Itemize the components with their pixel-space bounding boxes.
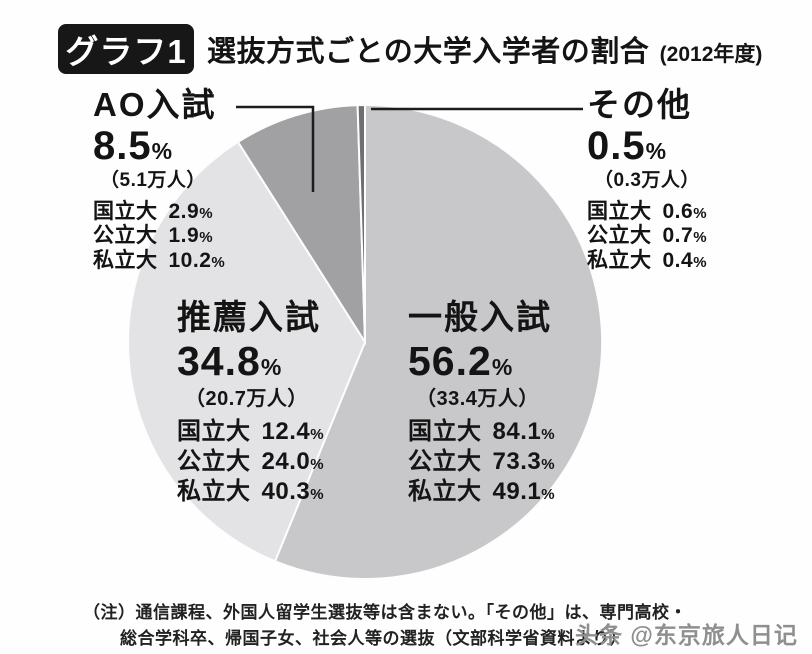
percent-sign: %: [541, 425, 556, 443]
label-group-ippan: 一般入試 56.2% （33.4万人） 国立大 84.1% 公立大 73.3% 私立…: [408, 299, 555, 507]
breakdown-row: 公立大 1.9%: [93, 224, 225, 249]
pie-slice-ao: [236, 104, 367, 346]
watermark-text: 头条 @东京旅人日记: [575, 622, 798, 648]
breakdown-value: 84.1: [492, 417, 542, 445]
breakdown-row: 公立大 0.7%: [587, 224, 707, 249]
slice-percent: 8.5%: [93, 123, 225, 169]
percent-sign: %: [260, 354, 283, 381]
pie-slice-suisen: [127, 140, 367, 563]
slice-percent: 56.2%: [408, 337, 555, 386]
breakdown-label: 公立大: [408, 447, 482, 475]
slice-people-count: （0.3万人）: [594, 169, 700, 191]
breakdown-row: 国立大 0.6%: [587, 200, 707, 225]
breakdown-label: 公立大: [177, 447, 251, 475]
slice-people-count: （5.1万人）: [100, 169, 206, 191]
header: グラフ1 選抜方式ごとの大学入学者の割合 (2012年度): [0, 0, 812, 86]
percent-sign: %: [310, 455, 325, 473]
percent-sign: %: [693, 229, 708, 247]
percent-sign: %: [199, 229, 214, 247]
breakdown-label: 私立大: [587, 248, 652, 272]
percent-sign: %: [310, 425, 325, 443]
breakdown-value: 0.7: [662, 224, 694, 248]
slice-percent-value: 8.5: [93, 123, 152, 168]
percent-sign: %: [310, 485, 325, 503]
breakdown-label: 私立大: [177, 477, 251, 505]
slice-name: 一般入試: [408, 299, 552, 337]
breakdown-value: 73.3: [492, 447, 542, 475]
breakdown-value: 12.4: [261, 417, 311, 445]
percent-sign: %: [541, 455, 556, 473]
breakdown-value: 49.1: [492, 477, 542, 505]
footnote-line-2: 総合学科卒、帰国子女、社会人等の選抜（文部科学省資料より）: [120, 629, 628, 648]
slice-percent-value: 34.8: [177, 338, 261, 385]
breakdown-row: 国立大 12.4%: [177, 417, 324, 447]
breakdown-value: 24.0: [261, 447, 311, 475]
percent-sign: %: [541, 485, 556, 503]
slice-percent: 0.5%: [587, 123, 707, 169]
percent-sign: %: [645, 137, 668, 164]
footnote-line-1: （注）通信課程、外国人留学生選抜等は含まない。「その他」は、専門高校・: [83, 603, 687, 622]
ao-leader-line: [236, 105, 315, 192]
chart-title-text: 選抜方式ごとの大学入学者の割合: [207, 36, 650, 68]
breakdown-label: 公立大: [93, 224, 158, 248]
slice-people-count: （20.7万人）: [185, 387, 308, 410]
percent-sign: %: [199, 204, 214, 222]
breakdown-row: 国立大 84.1%: [408, 417, 555, 447]
label-group-ao: AO入試 8.5% （5.1万人） 国立大 2.9% 公立大 1.9% 私立大 10.…: [93, 86, 225, 274]
percent-sign: %: [491, 354, 514, 381]
slice-name: その他: [587, 86, 692, 123]
breakdown-value: 1.9: [168, 224, 200, 248]
percent-sign: %: [151, 137, 174, 164]
breakdown-label: 国立大: [408, 417, 482, 445]
breakdown-row: 公立大 24.0%: [177, 447, 324, 477]
percent-sign: %: [693, 253, 708, 271]
slice-percent-value: 0.5: [587, 123, 646, 168]
breakdown-label: 公立大: [587, 224, 652, 248]
chart-title: 選抜方式ごとの大学入学者の割合 (2012年度): [207, 28, 762, 70]
breakdown-value: 0.6: [662, 199, 694, 223]
breakdown-row: 私立大 49.1%: [408, 477, 555, 507]
percent-sign: %: [211, 253, 226, 271]
breakdown-value: 10.2: [168, 248, 212, 272]
breakdown-label: 国立大: [587, 199, 652, 223]
breakdown-label: 国立大: [93, 199, 158, 223]
slice-name: AO入試: [93, 86, 217, 123]
breakdown-label: 私立大: [408, 477, 482, 505]
label-group-sonota: その他 0.5% （0.3万人） 国立大 0.6% 公立大 0.7% 私立大 0.4%: [587, 86, 707, 274]
breakdown-value: 40.3: [261, 477, 311, 505]
pie-slice-ippan: [273, 103, 604, 580]
percent-sign: %: [693, 204, 708, 222]
pie-wedges: [127, 103, 604, 580]
slice-percent-value: 56.2: [408, 338, 492, 385]
chart-title-year: (2012年度): [659, 43, 763, 66]
slice-people-count: （33.4万人）: [416, 387, 539, 410]
breakdown-row: 私立大 10.2%: [93, 249, 225, 274]
breakdown-label: 国立大: [177, 417, 251, 445]
graph-number-badge: グラフ1: [58, 24, 194, 74]
breakdown-row: 国立大 2.9%: [93, 200, 225, 225]
breakdown-value: 0.4: [662, 248, 694, 272]
pie-slice-sonota: [356, 103, 366, 343]
breakdown-row: 私立大 40.3%: [177, 477, 324, 507]
breakdown-value: 2.9: [168, 199, 200, 223]
breakdown-label: 私立大: [93, 248, 158, 272]
slice-percent: 34.8%: [177, 337, 324, 386]
breakdown-row: 私立大 0.4%: [587, 249, 707, 274]
label-group-suisen: 推薦入試 34.8% （20.7万人） 国立大 12.4% 公立大 24.0% 私立…: [177, 299, 324, 507]
breakdown-row: 公立大 73.3%: [408, 447, 555, 477]
slice-name: 推薦入試: [177, 299, 321, 337]
